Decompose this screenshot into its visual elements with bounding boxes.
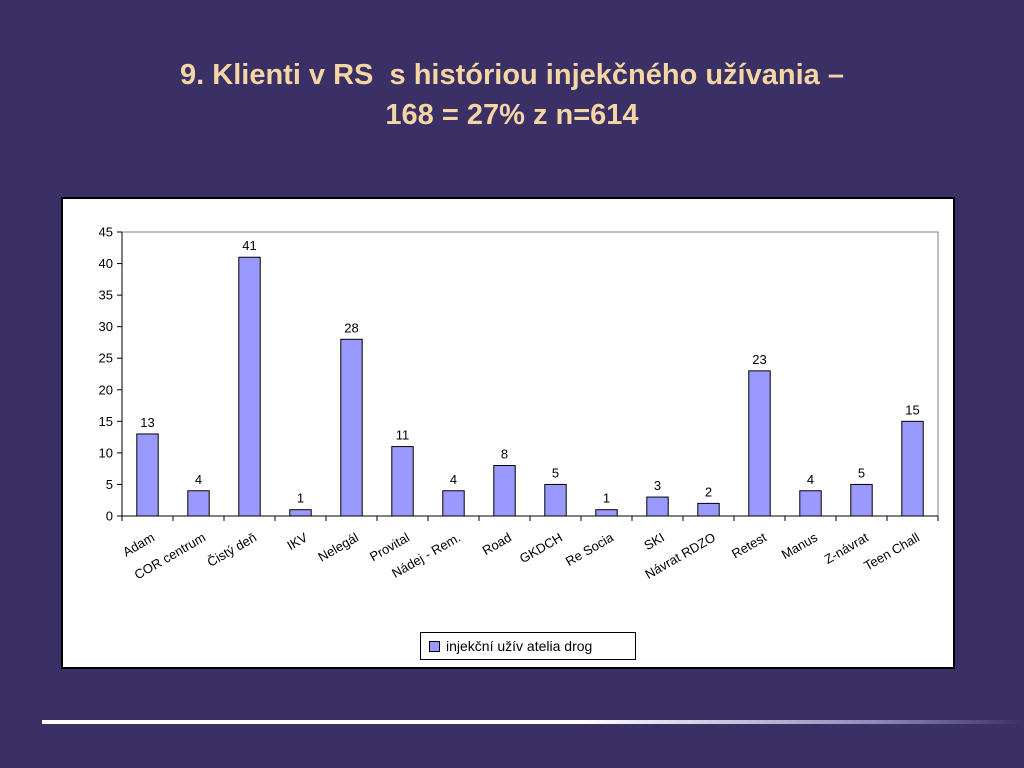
bar xyxy=(697,502,720,517)
bar xyxy=(442,490,465,517)
bar xyxy=(238,256,261,517)
bar xyxy=(748,370,771,517)
legend-swatch xyxy=(429,640,440,652)
data-label: 2 xyxy=(705,484,712,499)
y-tick-label: 40 xyxy=(99,256,113,271)
category-label: Nelegál xyxy=(315,530,361,565)
y-tick-label: 25 xyxy=(99,351,113,366)
chart-panel: 0 5 10 15 20 25 30 35 40 45 13 Adam 4 COR centrum 41 Či… xyxy=(61,197,955,669)
category-label: GKDCH xyxy=(517,530,565,566)
footer-divider xyxy=(42,720,1024,724)
bar xyxy=(340,338,363,517)
title-line-1: 9. Klienti v RS s históriou injekčného u… xyxy=(180,59,844,91)
category-label: Retest xyxy=(729,529,769,561)
category-label: Re Socia xyxy=(563,529,617,569)
data-label: 13 xyxy=(140,415,154,430)
category-label: SKI xyxy=(641,530,667,553)
data-label: 1 xyxy=(297,491,304,506)
data-label: 3 xyxy=(654,478,661,493)
category-label: Adam xyxy=(120,530,157,560)
data-label: 41 xyxy=(242,238,256,253)
data-label: 28 xyxy=(344,320,358,335)
data-label: 5 xyxy=(858,465,865,480)
bar xyxy=(136,433,159,517)
data-label: 11 xyxy=(396,428,410,443)
title-line-2: 168 = 27% z n=614 xyxy=(385,99,639,131)
data-label: 5 xyxy=(552,465,559,480)
y-tick-label: 35 xyxy=(99,288,113,303)
bar xyxy=(544,483,567,517)
data-label: 8 xyxy=(501,447,508,462)
y-tick-label: 0 xyxy=(106,509,113,524)
data-label: 4 xyxy=(195,472,202,487)
data-label: 23 xyxy=(752,352,766,367)
y-tick-label: 20 xyxy=(99,382,113,397)
bar xyxy=(493,465,516,517)
category-label: Čistý deň xyxy=(205,530,259,570)
bar xyxy=(595,509,618,517)
category-label: IKV xyxy=(284,529,310,553)
bar xyxy=(289,509,312,517)
data-label: 4 xyxy=(450,472,457,487)
bar xyxy=(391,446,414,517)
category-label: Manus xyxy=(779,529,821,562)
y-tick-label: 5 xyxy=(106,477,113,492)
category-label: Teen Chall xyxy=(861,530,922,574)
legend-label: injekční užív atelia drog xyxy=(446,638,593,654)
data-label: 1 xyxy=(603,491,610,506)
slide-title: 9. Klienti v RS s históriou injekčného u… xyxy=(0,55,1024,135)
bar xyxy=(799,490,822,517)
bar xyxy=(901,420,924,517)
data-label: 4 xyxy=(807,472,814,487)
bar xyxy=(646,496,669,517)
y-tick-label: 10 xyxy=(99,445,113,460)
data-label: 15 xyxy=(905,402,919,417)
y-tick-label: 30 xyxy=(99,319,113,334)
chart-legend: injekční užív atelia drog xyxy=(420,632,636,660)
bar xyxy=(850,483,873,517)
y-tick-label: 45 xyxy=(99,225,113,240)
bar xyxy=(187,490,210,517)
category-label: Road xyxy=(480,530,514,559)
y-tick-label: 15 xyxy=(99,414,113,429)
